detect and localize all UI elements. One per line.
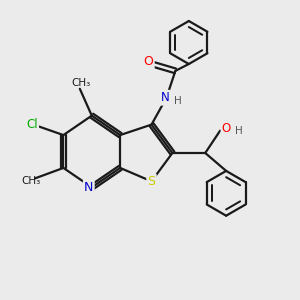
Text: N: N <box>160 91 169 104</box>
Text: S: S <box>148 175 155 188</box>
Text: H: H <box>235 126 243 136</box>
Text: H: H <box>174 96 182 106</box>
Text: H: H <box>174 96 182 106</box>
Text: CH₃: CH₃ <box>72 78 91 88</box>
Text: CH₃: CH₃ <box>21 176 40 186</box>
Text: O: O <box>144 56 153 68</box>
Text: Cl: Cl <box>26 118 38 131</box>
Text: N: N <box>160 91 169 104</box>
Text: O: O <box>221 122 231 135</box>
Text: N: N <box>84 181 94 194</box>
